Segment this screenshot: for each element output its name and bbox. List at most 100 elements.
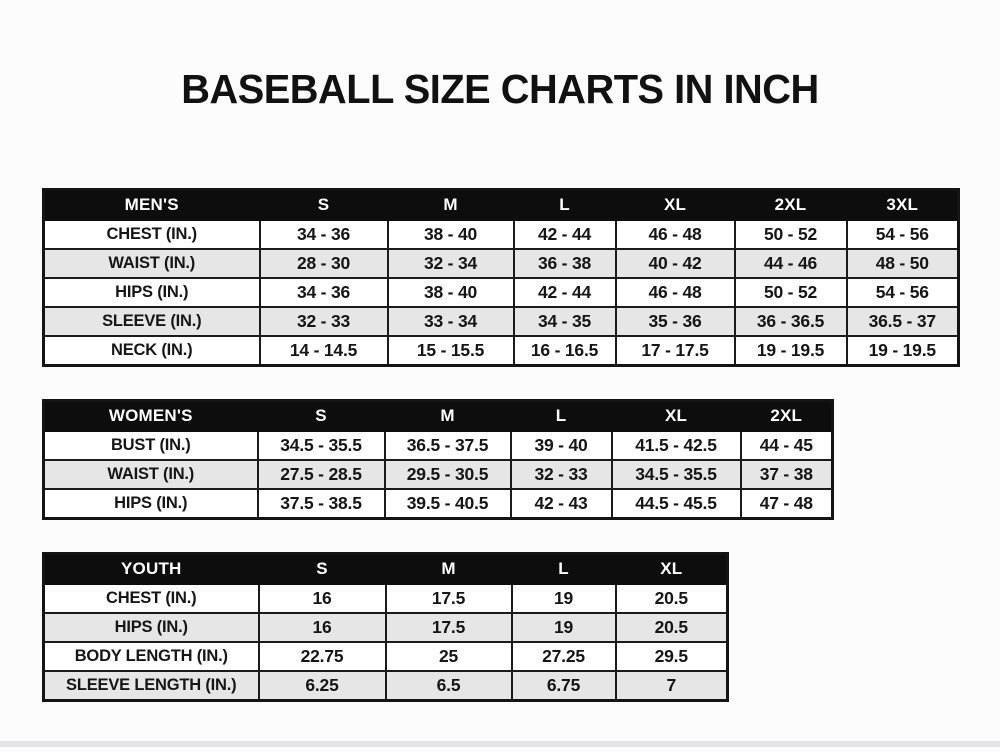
size-value-cell: 54 - 56 [845, 219, 960, 250]
table-row: BUST (IN.) 34.5 - 35.5 36.5 - 37.5 39 - 40 4… [42, 430, 834, 461]
size-value-cell: 16 - 16.5 [512, 335, 617, 367]
size-value-cell: 17.5 [384, 612, 513, 643]
youth-size-table: YOUTH S M L XL CHEST (IN.) 16 17.5 19 20.5 HIPS (I… [42, 552, 729, 702]
size-value-cell: 37 - 38 [739, 459, 834, 490]
size-value-cell: 16 [257, 612, 387, 643]
size-value-cell: 42 - 43 [509, 488, 613, 520]
measurement-label: CHEST (IN.) [42, 583, 260, 614]
size-value-cell: 19 - 19.5 [733, 335, 848, 367]
table-row: WAIST (IN.) 28 - 30 32 - 34 36 - 38 40 - 42 4… [42, 248, 960, 279]
size-value-cell: 15 - 15.5 [386, 335, 515, 367]
size-value-cell: 32 - 33 [509, 459, 613, 490]
size-value-cell: 6.5 [384, 670, 513, 702]
size-value-cell: 20.5 [614, 583, 729, 614]
size-value-cell: 41.5 - 42.5 [610, 430, 742, 461]
size-value-cell: 19 [510, 583, 617, 614]
youth-table-title: YOUTH [42, 552, 260, 585]
womens-table-title: WOMEN'S [42, 399, 259, 432]
table-row: CHEST (IN.) 34 - 36 38 - 40 42 - 44 46 - 48 5… [42, 219, 960, 250]
size-value-cell: 32 - 33 [258, 306, 389, 337]
size-value-cell: 40 - 42 [614, 248, 736, 279]
size-value-cell: 33 - 34 [386, 306, 515, 337]
size-value-cell: 20.5 [614, 612, 729, 643]
size-value-cell: 27.25 [510, 641, 617, 672]
table-row: WAIST (IN.) 27.5 - 28.5 29.5 - 30.5 32 - 33… [42, 459, 834, 490]
size-column-header: M [383, 399, 512, 432]
size-value-cell: 44 - 45 [739, 430, 834, 461]
size-value-cell: 29.5 - 30.5 [383, 459, 512, 490]
size-value-cell: 37.5 - 38.5 [256, 488, 386, 520]
size-value-cell: 6.25 [257, 670, 387, 702]
measurement-label: HIPS (IN.) [42, 612, 260, 643]
size-value-cell: 39 - 40 [509, 430, 613, 461]
size-value-cell: 44.5 - 45.5 [610, 488, 742, 520]
size-value-cell: 17 - 17.5 [614, 335, 736, 367]
size-column-header: 3XL [845, 188, 960, 221]
page-title: BASEBALL SIZE CHARTS IN INCH [181, 66, 819, 112]
measurement-label: NECK (IN.) [42, 335, 261, 367]
size-value-cell: 38 - 40 [386, 219, 515, 250]
size-column-header: M [386, 188, 515, 221]
size-value-cell: 28 - 30 [258, 248, 389, 279]
womens-size-table-wrap: WOMEN'S S M L XL 2XL BUST (IN.) 34.5 - 35.5 36.5… [42, 399, 834, 520]
size-value-cell: 34 - 35 [512, 306, 617, 337]
size-value-cell: 35 - 36 [614, 306, 736, 337]
size-value-cell: 42 - 44 [512, 219, 617, 250]
size-value-cell: 19 - 19.5 [845, 335, 960, 367]
size-value-cell: 34.5 - 35.5 [256, 430, 386, 461]
size-value-cell: 54 - 56 [845, 277, 960, 308]
size-column-header: XL [614, 188, 736, 221]
size-column-header: S [258, 188, 389, 221]
size-value-cell: 39.5 - 40.5 [383, 488, 512, 520]
size-column-header: XL [614, 552, 729, 585]
size-column-header: S [257, 552, 387, 585]
size-value-cell: 42 - 44 [512, 277, 617, 308]
size-value-cell: 6.75 [510, 670, 617, 702]
size-value-cell: 17.5 [384, 583, 513, 614]
size-value-cell: 48 - 50 [845, 248, 960, 279]
measurement-label: BUST (IN.) [42, 430, 259, 461]
size-column-header: S [256, 399, 386, 432]
table-row: BODY LENGTH (IN.) 22.75 25 27.25 29.5 [42, 641, 729, 672]
table-row: HIPS (IN.) 34 - 36 38 - 40 42 - 44 46 - 48 50… [42, 277, 960, 308]
size-value-cell: 46 - 48 [614, 219, 736, 250]
table-row: NECK (IN.) 14 - 14.5 15 - 15.5 16 - 16.5 17 … [42, 335, 960, 367]
table-row: SLEEVE LENGTH (IN.) 6.25 6.5 6.75 7 [42, 670, 729, 702]
measurement-label: SLEEVE LENGTH (IN.) [42, 670, 260, 702]
womens-header-row: WOMEN'S S M L XL 2XL [42, 399, 834, 432]
size-column-header: XL [610, 399, 742, 432]
size-value-cell: 27.5 - 28.5 [256, 459, 386, 490]
size-value-cell: 34 - 36 [258, 219, 389, 250]
measurement-label: BODY LENGTH (IN.) [42, 641, 260, 672]
size-value-cell: 25 [384, 641, 513, 672]
measurement-label: CHEST (IN.) [42, 219, 261, 250]
size-value-cell: 36 - 38 [512, 248, 617, 279]
size-value-cell: 34 - 36 [258, 277, 389, 308]
youth-header-row: YOUTH S M L XL [42, 552, 729, 585]
size-value-cell: 38 - 40 [386, 277, 515, 308]
measurement-label: HIPS (IN.) [42, 277, 261, 308]
size-value-cell: 36 - 36.5 [733, 306, 848, 337]
table-row: HIPS (IN.) 16 17.5 19 20.5 [42, 612, 729, 643]
size-column-header: 2XL [733, 188, 848, 221]
size-value-cell: 32 - 34 [386, 248, 515, 279]
mens-size-table: MEN'S S M L XL 2XL 3XL CHEST (IN.) 34 - 36 38 - 4… [42, 188, 960, 367]
size-value-cell: 50 - 52 [733, 219, 848, 250]
size-value-cell: 22.75 [257, 641, 387, 672]
measurement-label: HIPS (IN.) [42, 488, 259, 520]
size-value-cell: 7 [614, 670, 729, 702]
size-value-cell: 16 [257, 583, 387, 614]
photo-bottom-edge-artifact [0, 741, 1000, 747]
table-row: HIPS (IN.) 37.5 - 38.5 39.5 - 40.5 42 - 43 4… [42, 488, 834, 520]
measurement-label: WAIST (IN.) [42, 459, 259, 490]
womens-size-table: WOMEN'S S M L XL 2XL BUST (IN.) 34.5 - 35.5 36.5… [42, 399, 834, 520]
mens-size-table-wrap: MEN'S S M L XL 2XL 3XL CHEST (IN.) 34 - 36 38 - 4… [42, 188, 960, 367]
measurement-label: SLEEVE (IN.) [42, 306, 261, 337]
size-value-cell: 34.5 - 35.5 [610, 459, 742, 490]
table-row: CHEST (IN.) 16 17.5 19 20.5 [42, 583, 729, 614]
mens-table-title: MEN'S [42, 188, 261, 221]
size-value-cell: 36.5 - 37 [845, 306, 960, 337]
size-value-cell: 47 - 48 [739, 488, 834, 520]
size-column-header: L [509, 399, 613, 432]
